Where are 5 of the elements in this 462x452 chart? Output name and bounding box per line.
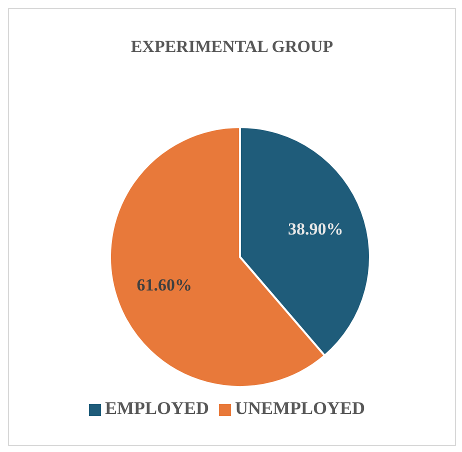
data-label: 61.60% (136, 276, 192, 294)
data-label: 38.90% (288, 220, 344, 238)
chart-title: EXPERIMENTAL GROUP (130, 37, 334, 57)
legend-label: UNEMPLOYED (235, 398, 365, 418)
legend-label: EMPLOYED (104, 398, 209, 418)
